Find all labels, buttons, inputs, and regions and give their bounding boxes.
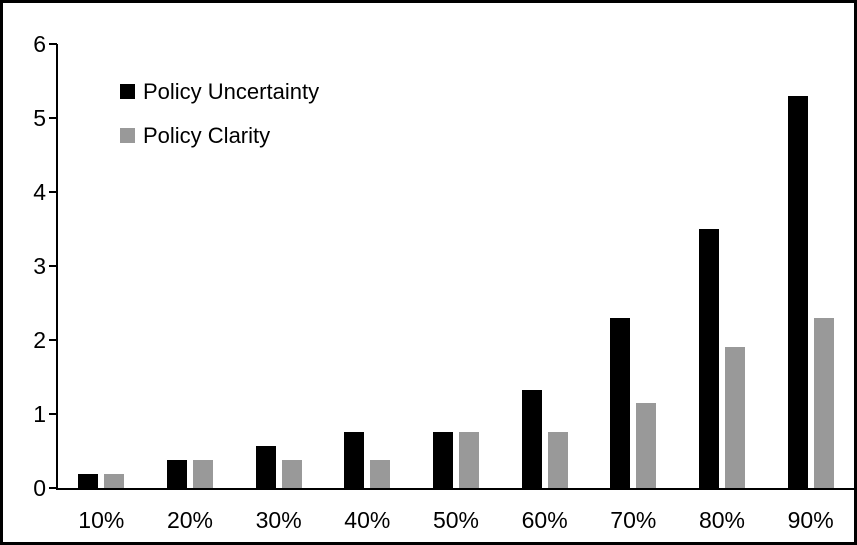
y-axis-tick xyxy=(49,339,57,341)
bar-clarity-80% xyxy=(725,347,745,488)
bar-clarity-40% xyxy=(370,460,391,488)
y-tick-label: 4 xyxy=(33,179,46,205)
y-axis-tick xyxy=(49,265,57,267)
y-tick-label: 5 xyxy=(33,105,46,131)
legend-label-uncertainty: Policy Uncertainty xyxy=(143,78,320,104)
bar-uncertainty-60% xyxy=(521,390,542,488)
y-axis-tick xyxy=(49,191,57,193)
x-axis-label: 60% xyxy=(521,507,568,533)
x-axis-label: 70% xyxy=(610,507,657,533)
bar-uncertainty-30% xyxy=(255,446,276,488)
x-axis-label: 90% xyxy=(787,507,834,533)
bar-clarity-60% xyxy=(547,432,568,488)
x-axis-label: 50% xyxy=(432,507,479,533)
bar-clarity-90% xyxy=(813,318,834,488)
bar-clarity-50% xyxy=(459,432,479,488)
legend-label-clarity: Policy Clarity xyxy=(143,122,271,148)
x-axis-label: 20% xyxy=(166,507,213,533)
legend: Policy Uncertainty Policy Clarity xyxy=(120,78,320,172)
y-tick-label: 3 xyxy=(33,253,46,279)
bar-uncertainty-20% xyxy=(167,460,187,488)
x-axis-label: 10% xyxy=(78,507,125,533)
bar-uncertainty-80% xyxy=(699,229,719,488)
legend-swatch-uncertainty-icon xyxy=(120,84,135,99)
legend-item-policy-uncertainty: Policy Uncertainty xyxy=(120,78,320,104)
bar-clarity-20% xyxy=(193,460,213,488)
bar-uncertainty-70% xyxy=(610,318,631,488)
y-tick-label: 0 xyxy=(33,475,46,501)
x-axis-line xyxy=(56,488,855,490)
y-axis-tick xyxy=(49,43,57,45)
bar-uncertainty-10% xyxy=(78,474,99,488)
bar-clarity-10% xyxy=(104,474,125,488)
y-axis-tick xyxy=(49,117,57,119)
legend-swatch-clarity-icon xyxy=(120,128,135,143)
bar-uncertainty-90% xyxy=(787,96,808,488)
bar-clarity-30% xyxy=(281,460,302,488)
y-axis-tick xyxy=(49,413,57,415)
y-axis-line xyxy=(56,44,58,490)
x-axis-label: 40% xyxy=(344,507,391,533)
y-tick-label: 1 xyxy=(33,401,46,427)
bar-clarity-70% xyxy=(636,403,657,488)
bar-uncertainty-50% xyxy=(433,432,453,488)
bar-uncertainty-40% xyxy=(344,432,365,488)
y-tick-label: 6 xyxy=(33,31,46,57)
y-tick-label: 2 xyxy=(33,327,46,353)
x-axis-label: 30% xyxy=(255,507,302,533)
x-axis-label: 80% xyxy=(698,507,745,533)
legend-item-policy-clarity: Policy Clarity xyxy=(120,122,319,148)
y-axis-tick xyxy=(49,487,57,489)
